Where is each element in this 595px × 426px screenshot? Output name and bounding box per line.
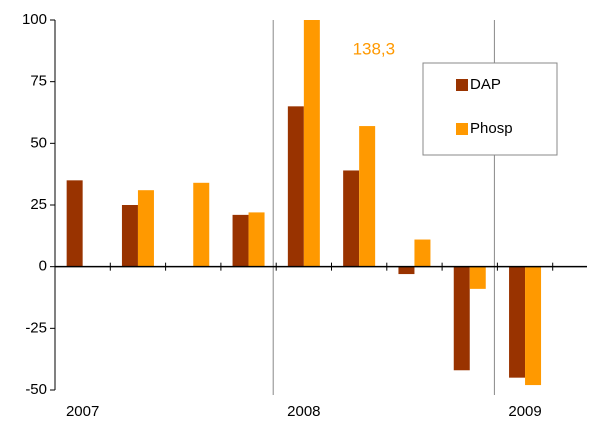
bar	[398, 266, 415, 275]
legend-label: Phosp	[470, 120, 513, 137]
y-tick-label: 25	[30, 196, 47, 213]
legend-label: DAP	[470, 76, 501, 93]
y-tick-label: 100	[22, 11, 47, 28]
bar	[303, 20, 320, 267]
bar	[453, 266, 470, 371]
y-tick-label: 75	[30, 73, 47, 90]
bar	[359, 126, 376, 267]
bar	[193, 182, 210, 267]
bar	[509, 266, 526, 378]
bar	[248, 212, 265, 267]
bar	[66, 180, 83, 267]
y-tick-label: 50	[30, 134, 47, 151]
legend-swatch	[456, 79, 468, 91]
bar	[469, 266, 486, 289]
y-tick-label: -50	[25, 381, 47, 398]
bar	[525, 266, 542, 386]
bar	[343, 170, 360, 267]
bar	[137, 190, 154, 267]
legend-swatch	[456, 123, 468, 135]
x-tick-label: 2007	[66, 403, 99, 420]
bar	[287, 106, 304, 267]
y-tick-label: -25	[25, 319, 47, 336]
bar	[232, 214, 249, 267]
x-tick-label: 2008	[287, 403, 320, 420]
bar	[121, 205, 138, 267]
bar	[414, 239, 431, 267]
legend-box	[422, 62, 558, 156]
y-tick-label: 0	[39, 258, 47, 275]
value-label: 138,3	[353, 39, 396, 58]
x-tick-label: 2009	[508, 403, 541, 420]
